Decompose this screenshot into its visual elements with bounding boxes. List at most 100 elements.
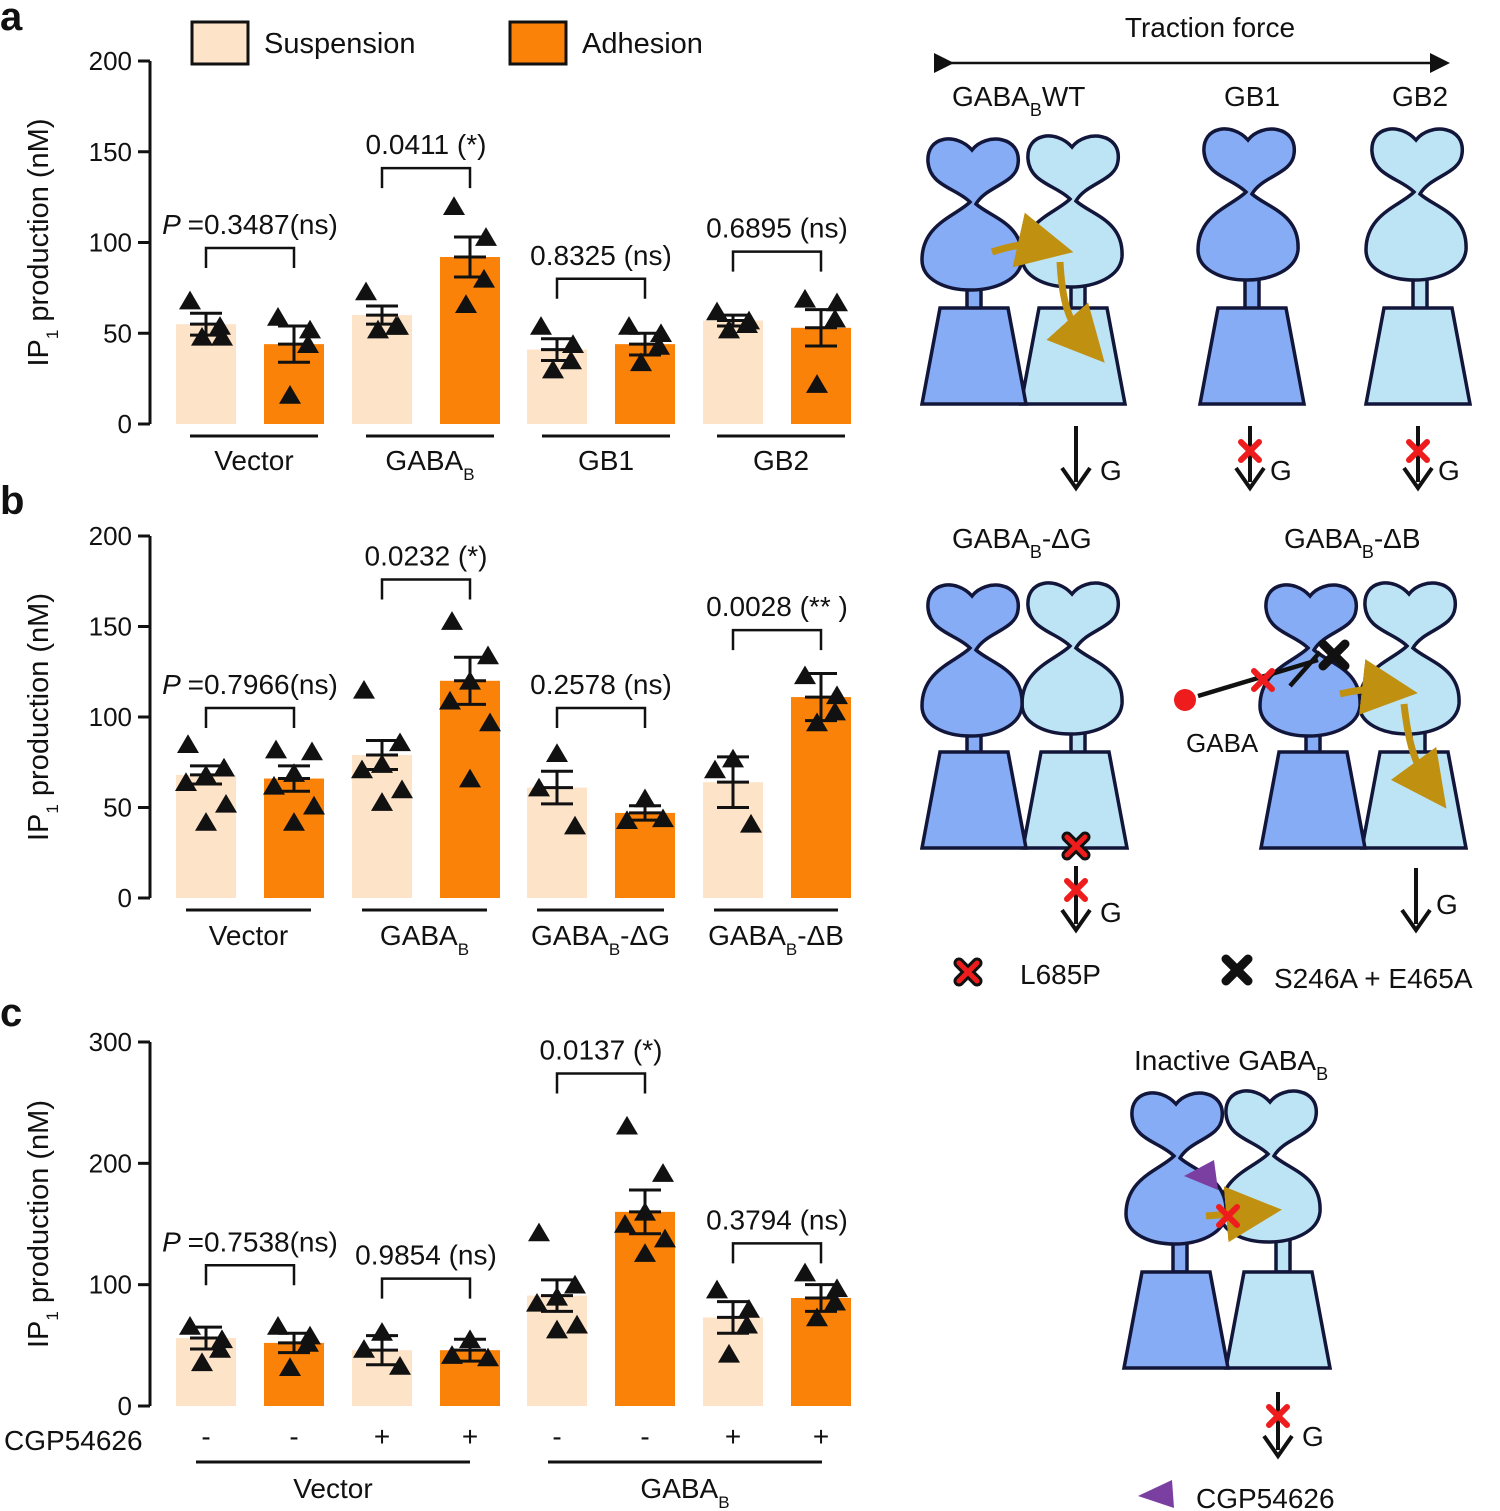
data-point-b-3-1 — [477, 645, 499, 665]
gb2-receptor — [1364, 127, 1472, 406]
comparison-label-c-1: 0.9854 (ns) — [355, 1240, 497, 1271]
comparison-bracket-c-0 — [204, 1264, 296, 1286]
chart-panel-a: 0 50 100 150 200 IP1 production (nM) P =0.3487… — [23, 46, 851, 484]
comparison-bracket-a-3 — [731, 250, 823, 272]
data-point-c-3-1 — [441, 1345, 463, 1364]
comparison-label-c-0: P =0.7538(ns) — [162, 1226, 338, 1257]
legend-l685p-label: L685P — [1020, 959, 1101, 990]
data-point-c-4-5 — [546, 1319, 568, 1339]
dg-g-output: G — [1060, 866, 1122, 934]
bar-b-0 — [176, 774, 236, 898]
dg-receptor — [920, 581, 1129, 850]
legend-s246a-label: S246A + E465A — [1274, 963, 1473, 994]
bar-c-7 — [791, 1298, 851, 1406]
group-label-b-0: Vector — [209, 920, 288, 951]
data-point-a-1-3 — [279, 385, 301, 404]
cgp54626-molecule — [1184, 1160, 1218, 1190]
treatment-sign-1: - — [289, 1421, 298, 1452]
data-point-b-5-1 — [616, 810, 638, 829]
data-point-b-7-1 — [826, 685, 848, 705]
data-point-b-1-0 — [265, 739, 287, 759]
data-point-c-6-3 — [718, 1343, 740, 1363]
y-tick-label-a-200: 200 — [89, 46, 132, 76]
y-tick-label-b-0: 0 — [118, 883, 132, 913]
data-point-c-1-2 — [297, 1333, 319, 1352]
gaba-binding-arrow-head — [1288, 650, 1322, 688]
data-point-a-3-0 — [443, 196, 465, 215]
data-point-b-2-5 — [371, 792, 393, 811]
data-point-b-5-0 — [634, 788, 656, 808]
data-point-a-0-2 — [209, 316, 231, 335]
y-tick-label-b-150: 150 — [89, 612, 132, 642]
data-point-c-5-4 — [654, 1228, 676, 1248]
data-point-a-1-0 — [267, 307, 289, 326]
traction-force-label: Traction force — [1125, 12, 1295, 43]
y-tick-label-b-50: 50 — [103, 793, 132, 823]
data-point-c-4-0 — [528, 1222, 550, 1242]
inactive-g-label: G — [1302, 1421, 1324, 1452]
y-tick-label-a-150: 150 — [89, 137, 132, 167]
data-point-b-7-3 — [806, 712, 828, 732]
group-label-a-3: GB2 — [753, 445, 809, 476]
data-point-a-6-0 — [706, 301, 728, 321]
data-point-a-4-2 — [560, 350, 582, 370]
group-label-b-3: GABAB-ΔB — [708, 920, 844, 959]
data-point-a-6-3 — [718, 319, 740, 339]
y-tick-label-a-0: 0 — [118, 409, 132, 439]
db-receptor — [1258, 581, 1468, 850]
data-point-b-0-0 — [177, 734, 199, 753]
data-point-c-7-0 — [794, 1262, 816, 1282]
data-point-b-1-3 — [263, 775, 285, 795]
comparison-label-c-2: 0.0137 (*) — [540, 1035, 663, 1066]
treatment-sign-6: + — [725, 1421, 741, 1452]
wt-g-label: G — [1100, 455, 1122, 486]
gb1-receptor — [1196, 127, 1306, 406]
data-point-c-7-3 — [806, 1307, 828, 1327]
inactive-g-arrowhead — [1262, 1434, 1294, 1460]
activation-arrow-1 — [990, 212, 1074, 268]
group-label-c-0: Vector — [293, 1473, 372, 1504]
data-point-a-0-3 — [191, 326, 213, 346]
data-point-b-3-5 — [459, 768, 481, 788]
data-point-a-2-2 — [385, 316, 407, 335]
data-point-b-2-2 — [371, 754, 393, 773]
data-point-c-5-3 — [614, 1214, 636, 1233]
comparison-label-c-3: 0.3794 (ns) — [706, 1204, 848, 1235]
data-point-b-2-4 — [391, 779, 413, 799]
data-point-c-5-5 — [634, 1243, 656, 1262]
db-g-arrowhead — [1400, 908, 1432, 934]
bar-a-5 — [615, 344, 675, 424]
y-tick-label-c-100: 100 — [89, 1270, 132, 1300]
data-point-a-1-2 — [297, 334, 319, 353]
data-point-b-7-0 — [794, 665, 816, 685]
y-tick-label-b-100: 100 — [89, 702, 132, 732]
wt-g-output: G — [1060, 426, 1122, 492]
comparison-bracket-a-1 — [380, 166, 472, 189]
diagram-panel-b: GABAB-ΔG GABAB-ΔB G — [920, 523, 1473, 994]
data-point-b-0-1 — [213, 757, 235, 777]
treatment-row-label: CGP54626 — [4, 1425, 143, 1456]
bar-b-3 — [440, 680, 500, 898]
data-point-a-4-3 — [542, 359, 564, 379]
bar-b-4 — [527, 787, 587, 898]
data-point-a-5-0 — [618, 316, 640, 335]
y-tick-label-c-300: 300 — [89, 1027, 132, 1057]
data-point-a-3-2 — [473, 268, 495, 288]
treatment-sign-7: + — [813, 1421, 829, 1452]
gb2-g-arrowhead — [1402, 466, 1434, 492]
data-point-c-7-2 — [824, 1291, 846, 1311]
y-tick-label-a-100: 100 — [89, 228, 132, 258]
wt-title: GABABWT — [952, 81, 1085, 120]
data-point-a-3-1 — [475, 227, 497, 246]
treatment-sign-4: - — [552, 1421, 561, 1452]
data-point-b-3-4 — [479, 712, 501, 732]
data-point-c-4-2 — [546, 1286, 568, 1306]
panel-label-b: b — [0, 479, 24, 523]
y-axis-label-b: IP1 production (nM) — [23, 593, 62, 841]
data-point-c-7-1 — [826, 1278, 848, 1298]
inactive-g-output: G — [1262, 1392, 1324, 1460]
y-tick-label-b-200: 200 — [89, 521, 132, 551]
data-point-b-2-0 — [353, 679, 375, 699]
legend-l685p-cross — [959, 963, 977, 981]
